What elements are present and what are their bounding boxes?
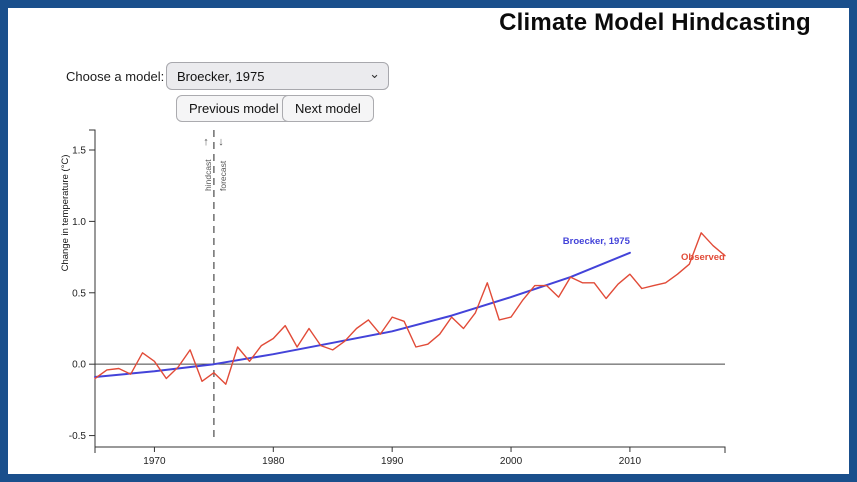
svg-text:1970: 1970 (143, 456, 166, 467)
svg-text:↓: ↓ (218, 136, 224, 148)
svg-text:0.0: 0.0 (72, 360, 86, 371)
svg-text:Broecker, 1975: Broecker, 1975 (563, 236, 631, 247)
svg-text:Change in temperature (°C): Change in temperature (°C) (60, 155, 71, 272)
svg-text:-0.5: -0.5 (69, 431, 87, 442)
previous-model-button[interactable]: Previous model (176, 95, 292, 122)
svg-text:↑: ↑ (203, 136, 209, 148)
svg-text:2010: 2010 (619, 456, 642, 467)
model-select[interactable]: Broecker, 1975 (166, 62, 389, 90)
page-title: Climate Model Hindcasting (499, 9, 811, 36)
svg-text:1990: 1990 (381, 456, 404, 467)
svg-text:1980: 1980 (262, 456, 285, 467)
svg-text:1.0: 1.0 (72, 217, 86, 228)
svg-text:hindcast: hindcast (203, 159, 213, 191)
svg-text:0.5: 0.5 (72, 288, 86, 299)
model-select-wrap: Broecker, 1975 ⌄ (166, 62, 389, 90)
svg-text:forecast: forecast (218, 160, 228, 191)
svg-text:2000: 2000 (500, 456, 523, 467)
svg-text:1.5: 1.5 (72, 145, 86, 156)
svg-text:Observed: Observed (681, 252, 725, 263)
next-model-button[interactable]: Next model (282, 95, 374, 122)
model-select-label: Choose a model: (66, 69, 165, 84)
